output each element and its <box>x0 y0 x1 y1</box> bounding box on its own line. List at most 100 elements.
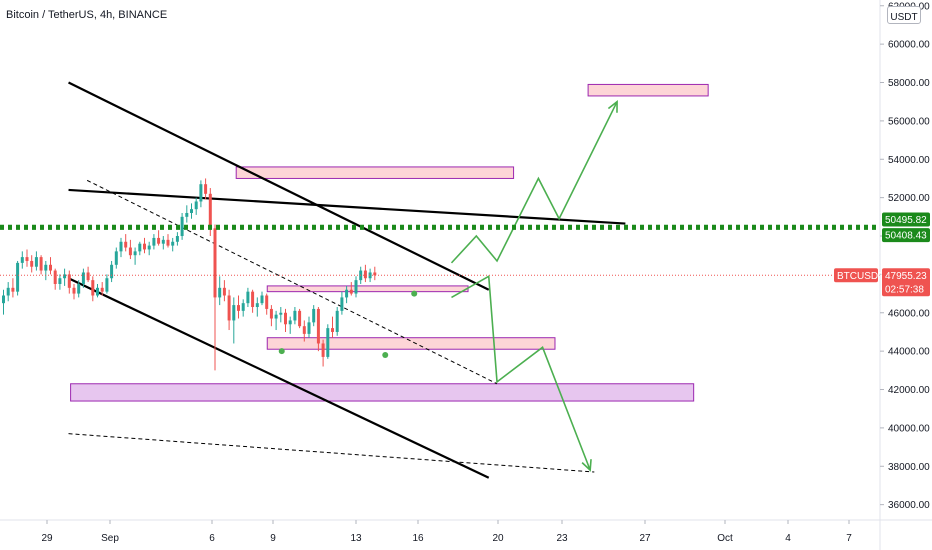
candle-body <box>373 272 377 276</box>
trendline[interactable] <box>68 277 490 479</box>
candle-body <box>39 257 43 271</box>
bullish-arrowhead <box>607 100 618 113</box>
trendline[interactable] <box>68 188 626 225</box>
candle-body <box>208 193 212 229</box>
dashed-trendline[interactable] <box>68 433 595 473</box>
candle-body <box>204 184 208 194</box>
projection-layer <box>278 100 618 472</box>
price-tick-label: 44000.00 <box>888 347 930 358</box>
candle-body <box>241 303 245 311</box>
time-tick-label: 27 <box>639 533 651 544</box>
bullish-projection-path[interactable] <box>450 101 618 264</box>
candle-body <box>147 245 151 250</box>
price-tick-label: 60000.00 <box>888 40 930 51</box>
candle-body <box>133 251 137 256</box>
candle-body <box>354 280 358 294</box>
candle-body <box>260 295 264 304</box>
candle-body <box>227 295 231 321</box>
candle-body <box>213 228 217 298</box>
candle-body <box>30 260 34 267</box>
candle-body <box>63 274 67 279</box>
candle-body <box>86 272 90 281</box>
time-tick-label: 29 <box>41 533 53 544</box>
candle-body <box>265 295 269 309</box>
candle-body <box>255 303 259 308</box>
bearish-projection-path[interactable] <box>451 274 591 471</box>
price-tick-label: 52000.00 <box>888 193 930 204</box>
candles-layer <box>2 178 377 371</box>
candle-body <box>237 305 240 311</box>
bar-countdown: 02:57:38 <box>885 284 924 295</box>
candle-body <box>194 201 198 210</box>
level-price-tag <box>882 228 930 243</box>
price-tick-label: 56000.00 <box>888 116 930 127</box>
signal-dot <box>278 348 285 355</box>
candle-body <box>44 264 48 271</box>
signal-dot <box>411 290 418 297</box>
price-zone-box[interactable] <box>235 166 515 179</box>
candle-body <box>161 239 165 244</box>
candle-body <box>157 237 161 244</box>
time-tick-label: 20 <box>492 533 504 544</box>
candle-body <box>6 287 10 296</box>
trendlines-layer <box>68 81 626 479</box>
time-tick-label: 4 <box>785 533 791 544</box>
price-zone-box[interactable] <box>587 83 709 97</box>
candle-body <box>53 270 57 284</box>
candle-body <box>321 343 325 357</box>
candle-body <box>222 287 226 296</box>
candle-body <box>49 264 52 271</box>
candle-body <box>185 212 189 217</box>
candle-body <box>349 289 353 294</box>
candle-body <box>218 287 222 298</box>
symbol-title: Bitcoin / TetherUS, 4h, BINANCE <box>6 9 168 21</box>
candle-body <box>199 184 203 202</box>
candle-body <box>293 310 297 321</box>
candle-body <box>100 287 104 292</box>
price-tick-label: 38000.00 <box>888 462 930 473</box>
candle-body <box>119 241 123 252</box>
bearish-arrowhead <box>581 459 592 472</box>
price-tick-label: 42000.00 <box>888 385 930 396</box>
price-zone-box[interactable] <box>266 285 469 293</box>
candle-body <box>58 278 62 284</box>
candle-body <box>96 287 99 296</box>
price-zone-box[interactable] <box>70 383 695 402</box>
time-tick-label: 7 <box>846 533 852 544</box>
candle-body <box>368 272 372 279</box>
time-tick-label: 9 <box>270 533 276 544</box>
time-tick-label: 23 <box>556 533 568 544</box>
candle-body <box>274 314 278 319</box>
candle-body <box>171 241 175 246</box>
time-tick-label: Sep <box>101 533 119 544</box>
candle-body <box>302 326 306 334</box>
candle-body <box>288 320 292 325</box>
candle-body <box>105 278 109 292</box>
time-axis[interactable]: 29 Sep 6 9 13 16 20 23 27 Oct 4 7 <box>0 519 932 544</box>
candle-body <box>166 239 170 246</box>
candle-body <box>232 305 236 321</box>
candle-body <box>180 216 184 237</box>
candle-body <box>251 291 255 308</box>
candle-body <box>331 328 334 332</box>
currency-badge-label: USDT <box>890 12 918 23</box>
candle-body <box>363 270 367 279</box>
candle-body <box>67 274 71 288</box>
trendline[interactable] <box>68 81 490 291</box>
currency-badge[interactable]: USDT <box>887 6 921 24</box>
candle-body <box>175 236 179 242</box>
zones-layer <box>70 83 709 402</box>
dashed-trendline[interactable] <box>86 179 498 385</box>
level-price-label: 50408.43 <box>885 231 927 242</box>
price-zone-box[interactable] <box>266 337 556 350</box>
candle-body <box>20 257 24 263</box>
candle-body <box>316 308 320 344</box>
candle-body <box>16 262 20 292</box>
candle-body <box>143 243 146 250</box>
time-tick-label: 16 <box>412 533 424 544</box>
symbol-tag-label: BTCUSDT <box>837 271 884 282</box>
level-price-label: 50495.82 <box>885 215 927 226</box>
candle-body <box>312 308 316 323</box>
